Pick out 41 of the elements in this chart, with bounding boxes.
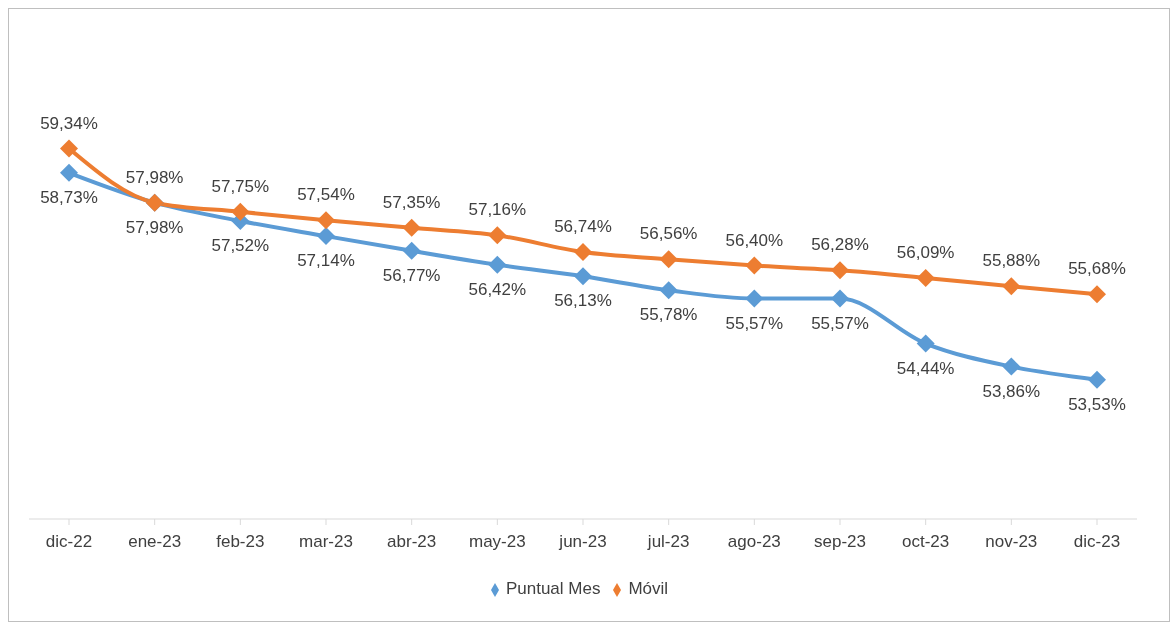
data-label: 57,75% xyxy=(211,176,270,196)
data-label: 57,35% xyxy=(382,192,441,212)
x-tick-label: abr-23 xyxy=(387,532,437,552)
x-tick-label: jul-23 xyxy=(646,532,690,552)
x-tick-label: may-23 xyxy=(468,532,526,552)
data-label: 56,42% xyxy=(468,279,527,299)
data-label: 57,98% xyxy=(125,167,184,187)
x-tick-label: sep-23 xyxy=(814,532,866,552)
data-label: 56,56% xyxy=(639,224,698,244)
data-label: 56,13% xyxy=(554,291,612,311)
data-label: 57,14% xyxy=(297,251,355,271)
data-label: 55,57% xyxy=(811,313,869,333)
x-tick-label: ene-23 xyxy=(128,532,182,552)
data-label: 57,54% xyxy=(297,185,355,205)
x-tick-label: oct-23 xyxy=(902,532,950,552)
x-tick-label: dic-23 xyxy=(1073,532,1121,552)
data-label: 54,44% xyxy=(896,358,955,378)
x-tick-label: jun-23 xyxy=(558,532,607,552)
data-label: 56,28% xyxy=(811,235,869,255)
data-label: 57,16% xyxy=(468,200,527,220)
data-label: 56,09% xyxy=(896,242,955,262)
data-label: 58,73% xyxy=(40,187,98,207)
data-label: 57,52% xyxy=(211,235,270,255)
data-label: 59,34% xyxy=(40,113,98,133)
data-label: 53,53% xyxy=(1068,394,1126,414)
data-label: 56,74% xyxy=(554,217,612,237)
x-tick-label: ago-23 xyxy=(727,532,781,552)
x-tick-label: dic-22 xyxy=(45,532,93,552)
legend-label: Móvil xyxy=(628,579,669,598)
data-label: 56,77% xyxy=(382,265,441,285)
data-label: 55,88% xyxy=(982,251,1041,271)
data-label: 53,86% xyxy=(982,381,1041,401)
data-label: 55,68% xyxy=(1068,259,1126,279)
data-label: 56,40% xyxy=(725,230,784,250)
x-tick-label: mar-23 xyxy=(299,532,353,552)
x-tick-label: nov-23 xyxy=(985,532,1038,552)
data-label: 55,78% xyxy=(639,305,698,325)
x-tick-label: feb-23 xyxy=(216,532,265,552)
data-label: 57,98% xyxy=(125,217,184,237)
legend-label: Puntual Mes xyxy=(505,579,601,598)
data-label: 55,57% xyxy=(725,313,784,333)
